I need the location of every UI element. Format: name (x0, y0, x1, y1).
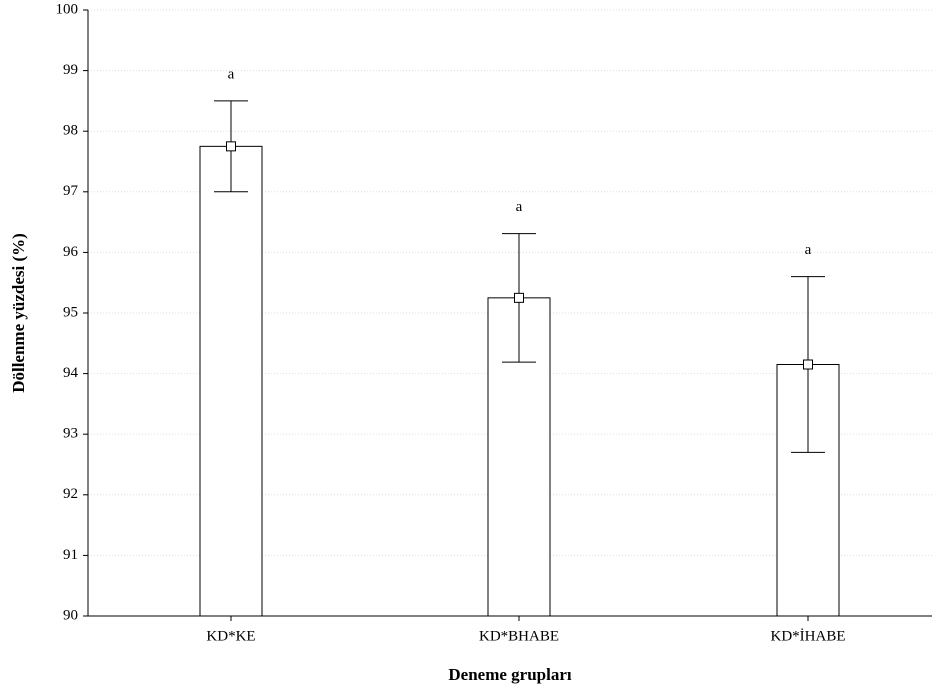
mean-marker (226, 141, 236, 152)
annotation: a (805, 242, 812, 258)
y-tick-label: 96 (63, 244, 79, 260)
y-tick-label: 90 (63, 607, 78, 623)
y-axis-title: Döllenme yüzdesi (%) (9, 233, 28, 393)
y-tick-label: 91 (63, 547, 78, 563)
mean-marker (803, 359, 813, 370)
y-tick-label: 92 (63, 486, 78, 502)
mean-marker (514, 292, 524, 303)
annotation: a (516, 199, 523, 215)
y-tick-label: 100 (56, 1, 79, 17)
x-tick-label: KD*KE (206, 628, 255, 644)
annotation: a (228, 66, 235, 82)
x-tick-label: KD*BHABE (479, 628, 559, 644)
y-tick-label: 95 (63, 304, 78, 320)
y-tick-label: 97 (63, 183, 79, 199)
y-tick-label: 94 (63, 365, 79, 381)
bar (199, 145, 263, 617)
y-tick-label: 99 (63, 62, 78, 78)
x-axis-title: Deneme grupları (448, 665, 572, 684)
y-tick-label: 93 (63, 426, 78, 442)
x-tick-label: KD*İHABE (771, 628, 846, 644)
y-tick-label: 98 (63, 123, 78, 139)
